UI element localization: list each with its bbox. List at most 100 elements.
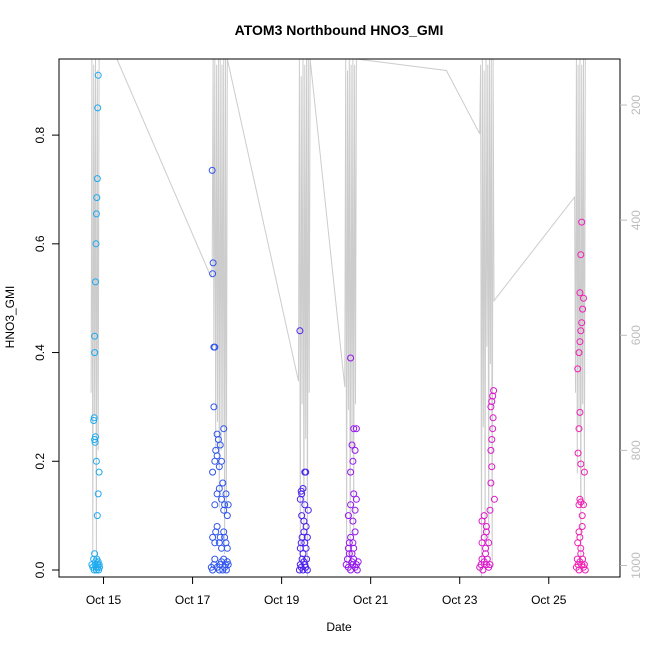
data-point [299,550,307,558]
data-point [210,343,218,351]
data-point [488,463,496,471]
x-tick-label: Oct 25 [531,593,567,607]
data-point [222,490,230,498]
data-point [581,566,589,574]
data-point [483,555,491,563]
data-point [213,452,221,460]
y-tick-label: 0.6 [33,235,47,252]
data-point [578,512,586,520]
data-point [577,251,585,259]
data-point [347,501,355,509]
data-point [579,305,587,313]
data-point [486,506,494,514]
data-point [95,561,103,569]
data-point [94,104,102,112]
data-point [349,517,357,525]
data-point [302,468,310,476]
data-point [213,430,221,438]
x-tick-label: Oct 21 [353,593,389,607]
data-point [351,528,359,536]
data-point [301,501,309,509]
x-axis: Oct 15 Oct 17 Oct 19 Oct 21 Oct 23 Oct 25 [86,576,567,607]
data-point [211,501,219,509]
data-point [490,387,498,395]
data-point [223,512,231,520]
data-point [209,270,217,278]
data-point [487,479,495,487]
data-point [90,414,98,422]
y-axis-label: HNO3_GMI [3,286,17,349]
right-axis: 200 400 600 800 1000 [620,95,643,579]
data-point [92,278,99,286]
data-point [224,501,232,509]
data-point [216,441,224,449]
data-point [303,533,311,541]
data-point [94,71,102,79]
y-tick-label: 0.4 [33,344,47,361]
data-point [93,194,101,202]
data-point [576,408,584,416]
data-point [208,166,216,174]
data-point [353,566,361,574]
data-point [92,457,100,465]
data-point [209,468,217,476]
data-point [574,365,582,373]
data-point [92,210,100,218]
y-tick-label: 0.2 [33,453,47,470]
data-point [578,218,586,226]
data-point [221,501,229,509]
data-point [344,512,352,520]
right-tick-label: 400 [629,210,643,230]
data-point [348,441,356,449]
data-point [302,523,310,530]
data-point [304,506,312,514]
data-point [489,414,497,422]
data-point [482,544,489,552]
data-point [487,446,495,454]
data-point [216,533,224,541]
data-point [351,506,359,514]
data-point [580,294,587,302]
points-layer [88,71,589,574]
overlay-line-layer [90,59,586,577]
data-point [576,289,584,297]
right-tick-label: 1000 [629,552,643,579]
data-point [576,533,584,541]
data-point [350,544,358,552]
data-point [488,436,496,443]
chart-title: ATOM3 Northbound HNO3_GMI [235,22,444,38]
y-tick-label: 0.0 [33,561,47,578]
data-point [349,457,357,465]
y-tick-label: 0.8 [33,126,47,143]
data-point [482,528,490,536]
data-point [93,512,101,520]
data-point [351,446,359,454]
data-point [210,403,218,411]
data-point [347,354,355,362]
x-tick-label: Oct 19 [264,593,300,607]
data-point [91,332,99,340]
data-point [580,501,587,509]
x-tick-label: Oct 23 [442,593,478,607]
data-point [219,479,227,487]
data-point [95,468,103,476]
data-point [576,338,584,346]
data-point [215,485,223,492]
data-point [577,327,585,335]
x-tick-label: Oct 15 [86,593,122,607]
right-tick-label: 600 [629,325,643,345]
right-tick-label: 200 [629,95,643,115]
data-point [296,327,304,335]
overlay-line [90,59,586,577]
data-point [209,259,217,267]
data-point [577,544,585,552]
data-point [303,566,311,574]
data-point [578,319,586,327]
data-point [220,425,228,433]
data-point [575,349,583,357]
data-point [211,555,219,563]
data-point [211,539,219,547]
data-point [482,523,490,530]
data-point [224,561,232,569]
